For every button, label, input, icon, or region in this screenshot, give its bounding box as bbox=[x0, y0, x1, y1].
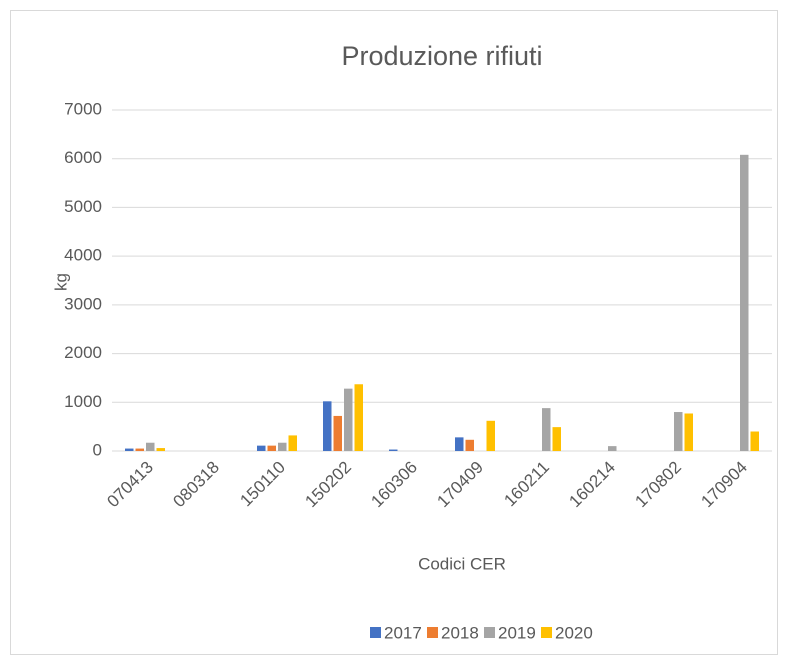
bar bbox=[156, 448, 165, 451]
bar bbox=[344, 388, 353, 451]
bar bbox=[608, 446, 617, 451]
legend-label: 2019 bbox=[498, 623, 536, 642]
y-axis-label: kg bbox=[51, 273, 70, 291]
bar bbox=[278, 442, 287, 451]
legend-label: 2020 bbox=[555, 623, 593, 642]
bar bbox=[267, 445, 276, 451]
bar bbox=[146, 442, 155, 451]
y-tick-label: 5000 bbox=[64, 197, 102, 216]
legend-label: 2017 bbox=[384, 623, 422, 642]
bar bbox=[125, 448, 134, 451]
bar bbox=[750, 431, 759, 451]
bar bbox=[455, 437, 464, 451]
bar bbox=[674, 412, 683, 451]
bar bbox=[486, 420, 495, 451]
bar bbox=[288, 435, 297, 451]
y-tick-label: 2000 bbox=[64, 343, 102, 362]
bar bbox=[354, 384, 363, 451]
bar bbox=[684, 413, 693, 451]
y-tick-label: 7000 bbox=[64, 99, 102, 118]
y-tick-label: 4000 bbox=[64, 246, 102, 265]
bar bbox=[542, 408, 551, 451]
legend-swatch bbox=[484, 627, 495, 638]
x-axis-label: Codici CER bbox=[418, 554, 506, 573]
chart-title: Produzione rifiuti bbox=[341, 41, 542, 71]
y-tick-label: 0 bbox=[93, 440, 102, 459]
bar bbox=[465, 439, 474, 451]
bar bbox=[740, 154, 749, 451]
bar bbox=[323, 401, 332, 451]
y-tick-label: 1000 bbox=[64, 392, 102, 411]
legend-swatch bbox=[370, 627, 381, 638]
chart-frame bbox=[10, 10, 778, 655]
y-tick-label: 6000 bbox=[64, 148, 102, 167]
bar bbox=[333, 415, 342, 451]
y-tick-label: 3000 bbox=[64, 294, 102, 313]
bar bbox=[135, 448, 144, 451]
bar bbox=[552, 427, 561, 451]
bar bbox=[389, 449, 398, 451]
legend-swatch bbox=[541, 627, 552, 638]
legend-label: 2018 bbox=[441, 623, 479, 642]
bar bbox=[257, 445, 266, 451]
legend-swatch bbox=[427, 627, 438, 638]
